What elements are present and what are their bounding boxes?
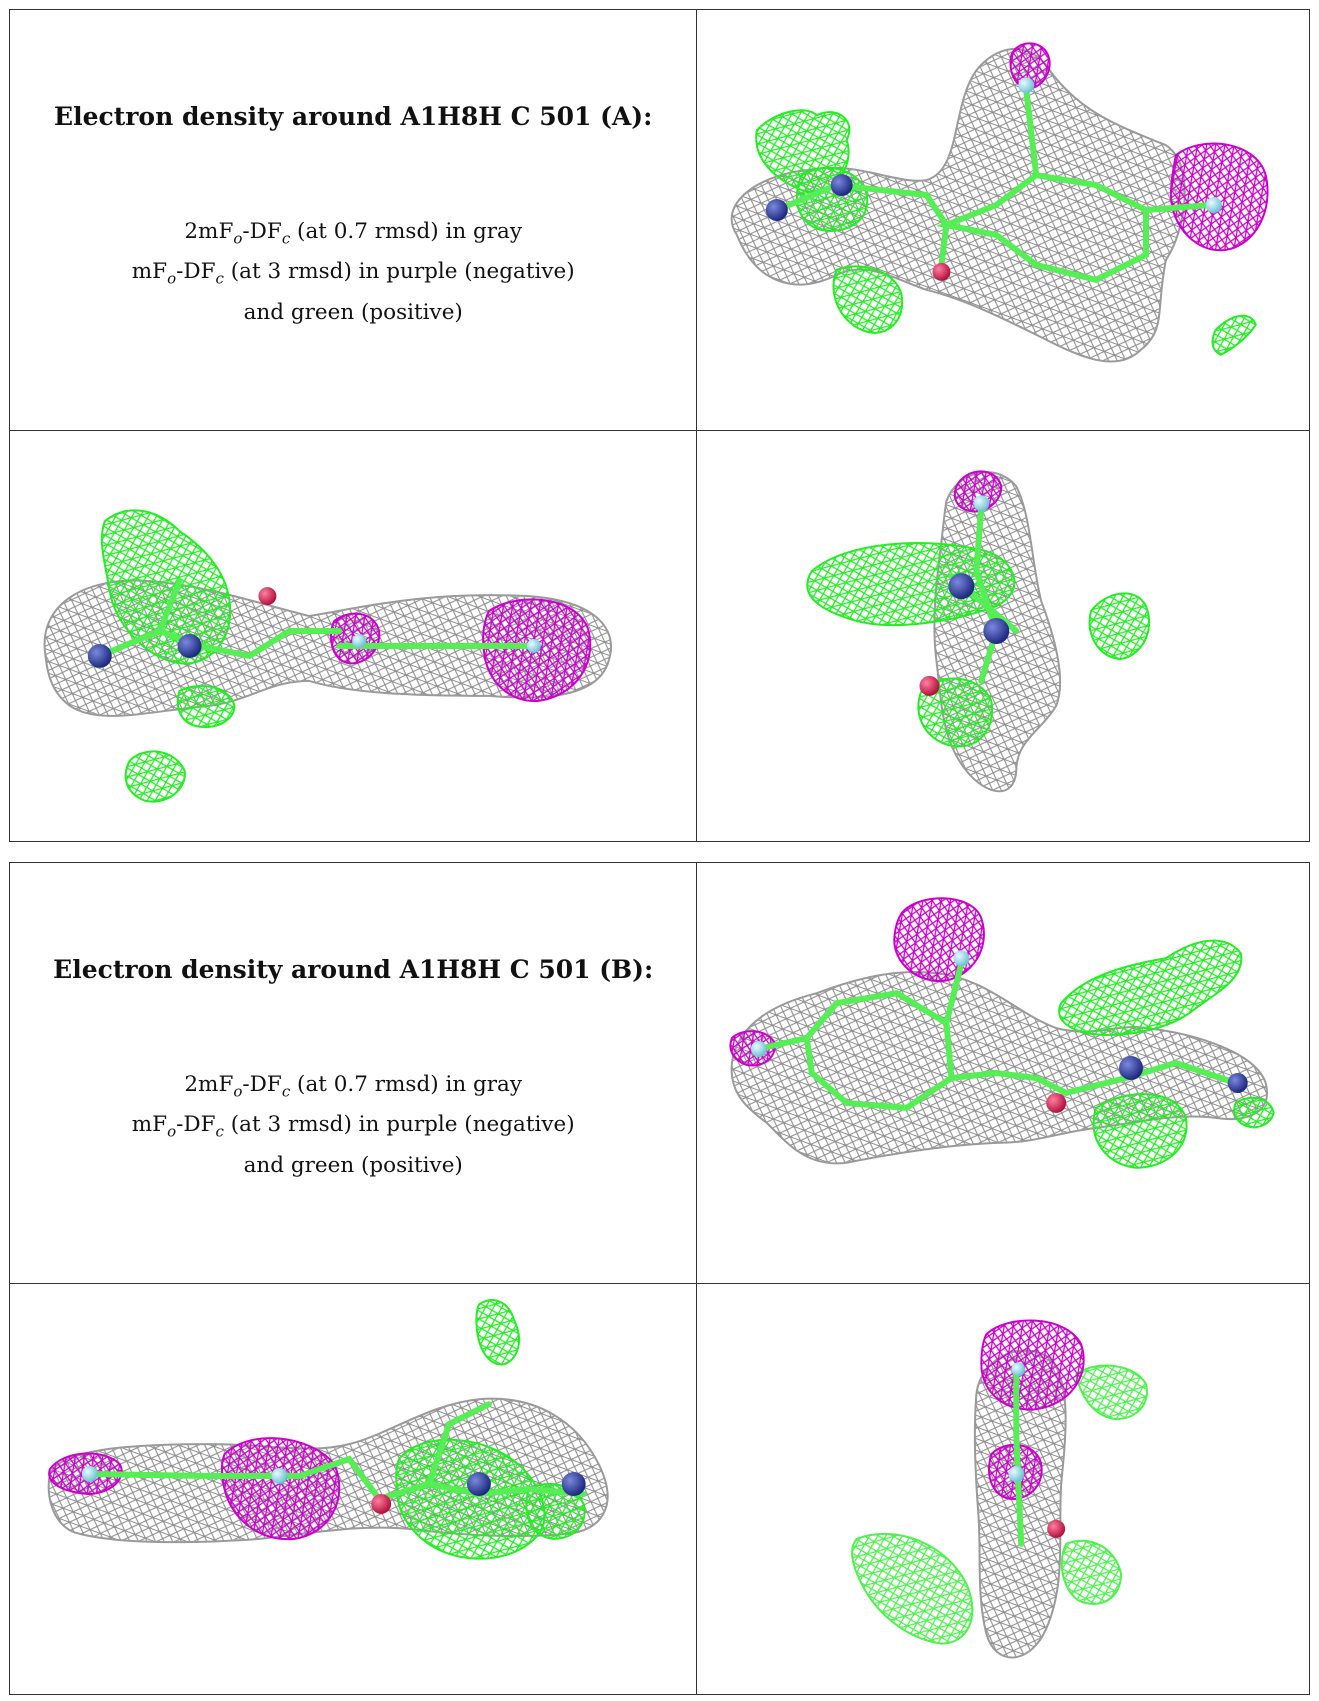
purple-density-mesh <box>954 470 1003 513</box>
section-b-view-2 <box>8 1283 698 1695</box>
green-density-mesh <box>1211 314 1258 356</box>
halogen-atom <box>973 495 990 512</box>
section-b-table: Electron density around A1H8H C 501 (B):… <box>8 862 1310 1695</box>
halogen-atom <box>81 1466 98 1483</box>
green-density-mesh <box>1233 1096 1276 1129</box>
halogen-atom <box>953 950 970 967</box>
green-density-mesh <box>525 1483 586 1540</box>
density-render-b1 <box>729 897 1276 1169</box>
purple-density-mesh <box>980 1319 1086 1411</box>
density-render-b2 <box>47 1299 609 1560</box>
green-density-mesh <box>176 684 236 728</box>
density-render-a3 <box>806 470 1151 793</box>
nitrogen-atom <box>831 174 854 197</box>
density-render-b3 <box>851 1319 1149 1659</box>
section-a-legend: 2mFo-DFc (at 0.7 rmsd) in gray mFo-DFc (… <box>10 215 696 329</box>
green-density-mesh <box>1092 1093 1188 1169</box>
halogen-atom <box>1018 77 1035 94</box>
nitrogen-atom <box>1228 1073 1249 1093</box>
oxygen-atom <box>258 587 277 606</box>
purple-density-mesh <box>220 1437 341 1541</box>
nitrogen-atom <box>466 1472 491 1496</box>
ligand-bonds <box>96 578 532 660</box>
oxygen-atom <box>371 1493 392 1514</box>
halogen-atom <box>1206 197 1223 214</box>
oxygen-atom <box>1047 1519 1066 1538</box>
oxygen-atom <box>932 262 951 281</box>
halogen-atom <box>526 638 541 653</box>
green-density-mesh <box>124 750 186 803</box>
legend-line-2fofc: 2mFo-DFc (at 0.7 rmsd) in gray <box>184 219 523 248</box>
green-density-mesh <box>100 509 232 665</box>
section-a-caption: Electron density around A1H8H C 501 (A):… <box>8 9 698 431</box>
green-density-mesh <box>1089 592 1151 660</box>
section-a-view-3 <box>696 430 1310 842</box>
legend-line-2fofc: 2mFo-DFc (at 0.7 rmsd) in gray <box>184 1072 523 1101</box>
ligand-bonds <box>86 1401 587 1503</box>
green-density-mesh <box>806 542 1016 627</box>
green-density-mesh <box>851 1532 974 1645</box>
section-a-view-1 <box>696 9 1310 431</box>
green-density-mesh <box>1061 1539 1123 1605</box>
section-a-table: Electron density around A1H8H C 501 (A):… <box>8 9 1310 842</box>
section-b-view-1 <box>696 862 1310 1284</box>
density-render-a1 <box>731 42 1269 363</box>
green-density-mesh <box>917 677 994 748</box>
section-b-caption: Electron density around A1H8H C 501 (B):… <box>8 862 698 1284</box>
purple-density-mesh <box>1170 142 1269 252</box>
nitrogen-atom <box>766 199 789 221</box>
ligand-bonds <box>774 87 1215 284</box>
section-b-legend: 2mFo-DFc (at 0.7 rmsd) in gray mFo-DFc (… <box>10 1068 696 1182</box>
nitrogen-atom <box>948 573 975 600</box>
halogen-atom <box>271 1468 288 1485</box>
legend-line-fofc: mFo-DFc (at 3 rmsd) in purple (negative) <box>131 259 575 288</box>
green-density-mesh <box>1075 1364 1149 1421</box>
legend-line-fofc: mFo-DFc (at 3 rmsd) in purple (negative) <box>131 1112 575 1141</box>
halogen-atom <box>1008 1466 1025 1483</box>
section-a-view-2 <box>8 430 698 842</box>
density-render-a2 <box>43 509 613 803</box>
nitrogen-atom <box>177 634 202 658</box>
green-density-mesh <box>1058 939 1243 1036</box>
section-a-title: Electron density around A1H8H C 501 (A): <box>54 102 653 131</box>
purple-density-mesh <box>893 897 986 983</box>
legend-line-positive: and green (positive) <box>243 1152 463 1178</box>
green-density-mesh <box>475 1299 520 1366</box>
ligand-bonds <box>759 960 1240 1111</box>
nitrogen-atom <box>561 1472 586 1496</box>
ligand-bonds <box>1013 1366 1025 1547</box>
halogen-atom <box>352 634 367 648</box>
green-density-mesh <box>832 265 904 334</box>
oxygen-atom <box>919 675 940 696</box>
section-b-title: Electron density around A1H8H C 501 (B): <box>53 955 654 984</box>
oxygen-atom <box>1046 1092 1067 1113</box>
halogen-atom <box>751 1041 768 1058</box>
section-b-view-3 <box>696 1283 1310 1695</box>
legend-line-positive: and green (positive) <box>243 299 463 325</box>
nitrogen-atom <box>1119 1056 1144 1080</box>
halogen-atom <box>1011 1362 1026 1377</box>
purple-density-mesh <box>1009 42 1051 90</box>
nitrogen-atom <box>983 618 1010 644</box>
nitrogen-atom <box>87 643 112 668</box>
